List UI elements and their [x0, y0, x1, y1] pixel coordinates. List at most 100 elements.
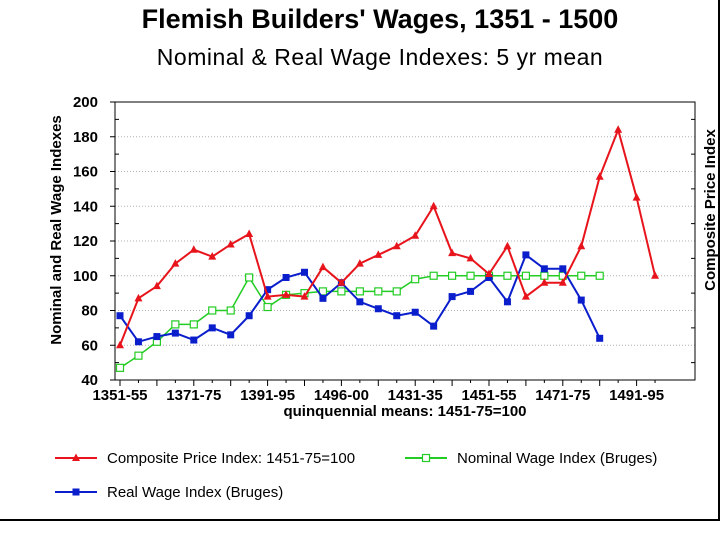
y-tick-label: 160 [73, 164, 98, 181]
legend-label: Real Wage Index (Bruges) [107, 484, 283, 501]
y-tick-label: 60 [81, 337, 98, 354]
x-tick-label: 1391-95 [240, 387, 295, 404]
data-point [226, 239, 235, 248]
data-point [134, 351, 143, 360]
data-point [595, 172, 604, 180]
data-point [485, 273, 493, 281]
data-point [72, 453, 80, 461]
legend-item: Nominal Wage Index (Bruges) [405, 450, 657, 467]
x-tick-label: 1351-55 [92, 387, 147, 404]
data-point [577, 271, 586, 280]
data-point [208, 252, 217, 260]
data-point [595, 271, 604, 280]
data-point [466, 253, 475, 262]
data-point [189, 245, 198, 253]
data-point [337, 287, 346, 296]
x-tick-label: 1431-35 [388, 387, 443, 404]
data-point [521, 292, 530, 300]
data-point [467, 287, 475, 295]
data-point [614, 125, 623, 133]
y-axis-label: Nominal and Real Wage Indexes [48, 115, 65, 345]
data-point [152, 281, 161, 290]
data-point [429, 271, 438, 280]
y-tick-label: 180 [73, 129, 98, 146]
y-tick-label: 40 [81, 372, 98, 389]
data-point [227, 331, 235, 339]
series-layer [115, 125, 660, 372]
data-point [189, 320, 198, 329]
data-point [319, 294, 327, 302]
data-point [374, 250, 383, 258]
data-point [392, 287, 401, 296]
data-point [521, 271, 531, 280]
data-point [503, 298, 511, 306]
y2-axis-label: Composite Price Index [702, 128, 719, 290]
legend-label: Nominal Wage Index (Bruges) [457, 450, 657, 467]
data-point [153, 333, 161, 341]
x-axis-label: quinquennial means: 1451-75=100 [283, 403, 526, 420]
data-point [356, 298, 364, 306]
data-point [411, 275, 420, 284]
data-point [485, 269, 493, 278]
data-point [448, 271, 457, 280]
data-point [448, 248, 457, 257]
data-point [651, 271, 660, 279]
data-point [301, 268, 308, 276]
data-point [337, 278, 346, 286]
data-point [596, 334, 604, 342]
data-point [374, 287, 383, 296]
data-point [540, 265, 548, 273]
y-tick-label: 120 [73, 233, 98, 250]
series-line [119, 126, 657, 346]
series-1 [115, 271, 604, 372]
data-point [171, 320, 180, 329]
data-point [466, 271, 475, 280]
data-point [263, 302, 272, 312]
data-point [421, 453, 431, 463]
data-point [411, 308, 419, 316]
data-point [282, 273, 290, 281]
y-tick-label: 200 [73, 94, 98, 111]
data-point [115, 363, 125, 372]
data-point [116, 312, 124, 320]
data-point [540, 278, 549, 286]
data-point [282, 290, 291, 298]
data-point [226, 306, 235, 315]
y-tick-label: 80 [81, 303, 98, 320]
x-tick-label: 1451-55 [461, 387, 516, 404]
legend-label: Composite Price Index: 1451-75=100 [107, 450, 355, 467]
data-point [522, 251, 530, 259]
data-point [116, 340, 124, 349]
legend-item: Real Wage Index (Bruges) [55, 484, 283, 501]
x-tick-label: 1491-95 [609, 387, 664, 404]
data-point [245, 312, 253, 320]
data-point [245, 273, 254, 282]
x-tick-label: 1471-75 [535, 387, 590, 404]
data-point [577, 241, 586, 250]
data-point [577, 296, 585, 304]
data-point [374, 305, 382, 313]
chart-frame [0, 0, 720, 521]
data-point [355, 287, 364, 296]
x-tick-label: 1371-75 [166, 387, 221, 404]
data-point [430, 322, 438, 330]
data-point [393, 312, 401, 320]
series-0 [116, 125, 660, 349]
data-point [632, 193, 641, 201]
legend-item: Composite Price Index: 1451-75=100 [55, 450, 355, 467]
data-point [134, 293, 143, 302]
chart-subtitle: Nominal & Real Wage Indexes: 5 yr mean [156, 44, 604, 70]
data-point [245, 229, 254, 238]
data-point [503, 271, 512, 280]
data-point [355, 259, 364, 267]
series-2 [116, 251, 604, 346]
y-axis-ticks: 40 60 80 100 120 140 160 180 200 [73, 94, 695, 389]
data-point [392, 241, 401, 250]
data-point [558, 278, 567, 286]
data-point [448, 293, 456, 301]
data-point [559, 265, 567, 273]
data-point [208, 324, 216, 332]
y-tick-label: 100 [73, 268, 98, 285]
x-tick-label: 1496-00 [314, 387, 369, 404]
